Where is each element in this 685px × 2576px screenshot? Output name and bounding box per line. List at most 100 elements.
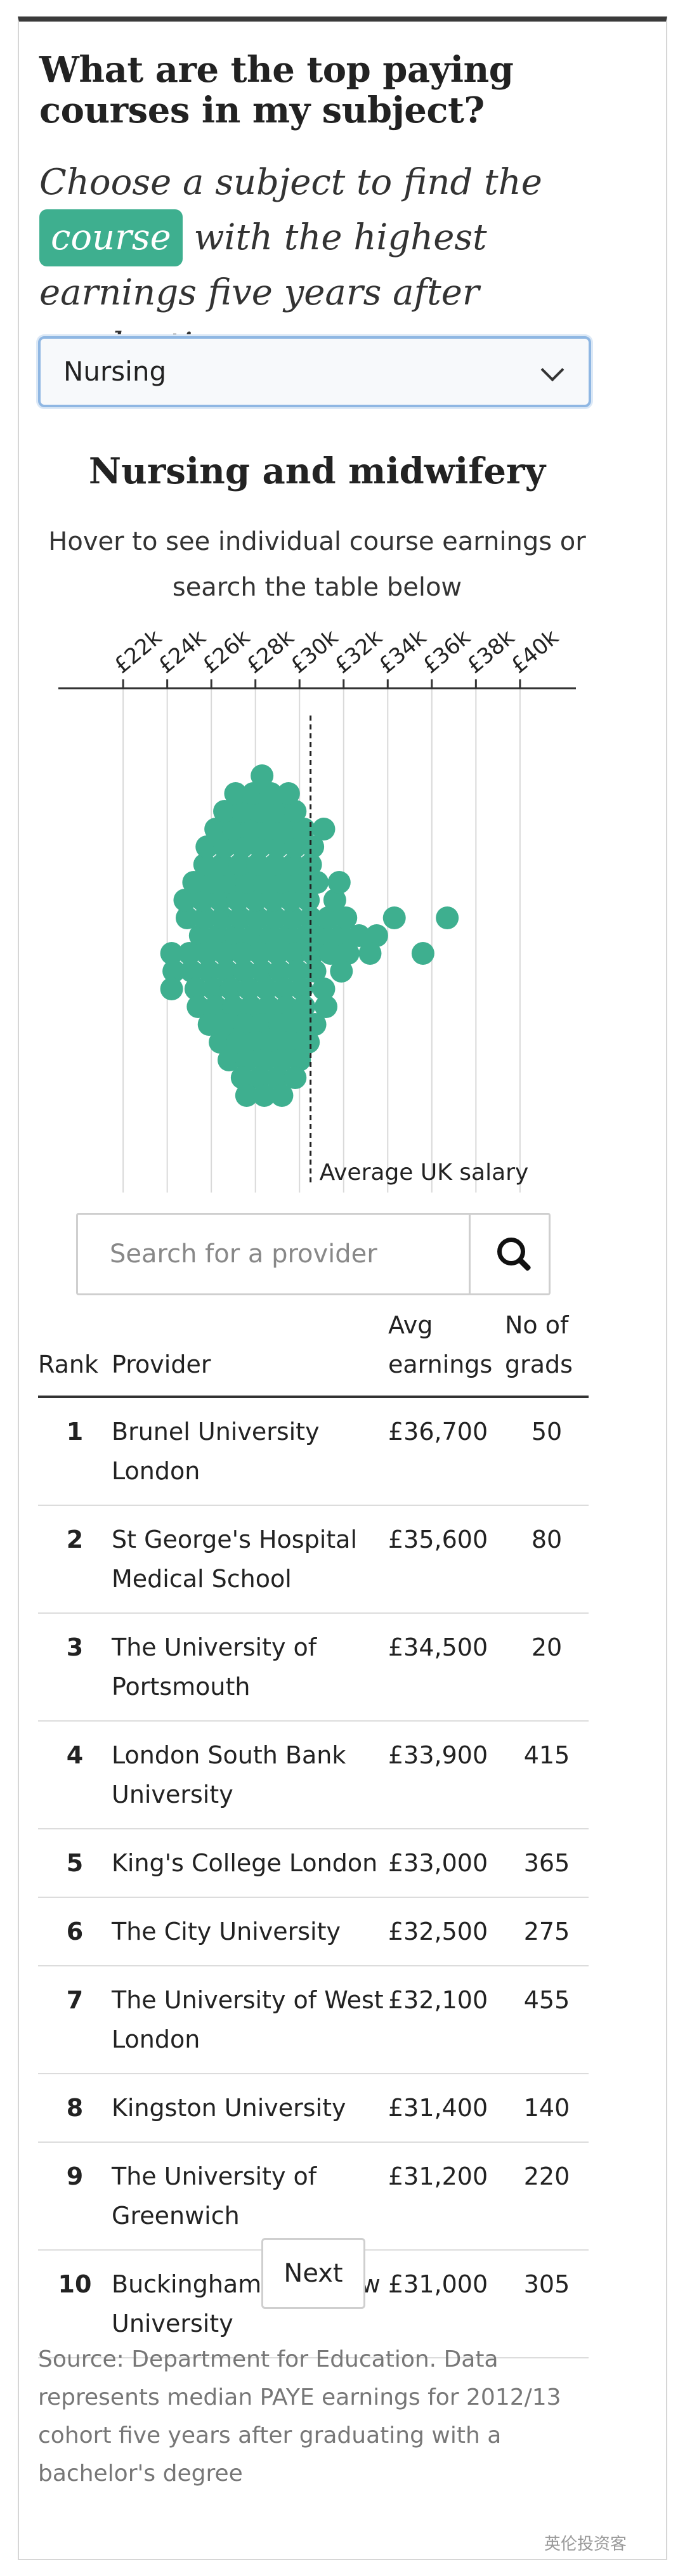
course-point[interactable] — [221, 995, 245, 1018]
course-point[interactable] — [266, 800, 289, 823]
course-point[interactable] — [252, 871, 276, 894]
course-point[interactable] — [204, 818, 228, 840]
course-point[interactable] — [235, 1084, 258, 1107]
course-point[interactable] — [193, 853, 216, 876]
course-point[interactable] — [248, 942, 271, 965]
course-point[interactable] — [299, 853, 322, 876]
course-point[interactable] — [242, 782, 265, 805]
course-point[interactable] — [279, 1031, 303, 1054]
course-point[interactable] — [284, 942, 307, 965]
course-point[interactable] — [195, 835, 219, 858]
course-point[interactable] — [261, 889, 285, 912]
course-point[interactable] — [251, 960, 274, 983]
course-point[interactable] — [218, 1049, 240, 1071]
course-point[interactable] — [318, 942, 342, 965]
course-point[interactable] — [336, 942, 360, 965]
course-point[interactable] — [242, 924, 265, 947]
course-point[interactable] — [230, 835, 254, 858]
course-point[interactable] — [270, 1049, 294, 1071]
course-point[interactable] — [301, 835, 325, 858]
course-point[interactable] — [235, 871, 258, 894]
course-point[interactable] — [209, 889, 232, 912]
course-point[interactable] — [312, 977, 336, 1000]
course-point[interactable] — [228, 906, 252, 929]
course-point[interactable] — [230, 942, 254, 965]
course-point[interactable] — [197, 1013, 221, 1036]
course-point[interactable] — [226, 1031, 249, 1054]
course-point[interactable] — [251, 1013, 274, 1036]
course-point[interactable] — [279, 889, 303, 912]
course-point[interactable] — [316, 906, 340, 929]
course-point[interactable] — [206, 924, 230, 947]
course-point[interactable] — [213, 800, 237, 823]
course-point[interactable] — [301, 942, 325, 965]
course-point[interactable] — [257, 818, 280, 840]
course-point[interactable] — [195, 942, 219, 965]
course-point[interactable] — [178, 942, 201, 965]
course-point[interactable] — [264, 853, 287, 876]
course-point[interactable] — [268, 960, 291, 983]
course-point[interactable] — [179, 960, 203, 983]
course-point[interactable] — [204, 995, 228, 1018]
course-point[interactable] — [246, 906, 270, 929]
course-point[interactable] — [248, 1066, 271, 1089]
course-point[interactable] — [211, 906, 234, 929]
course-point[interactable] — [182, 871, 206, 894]
course-point[interactable] — [261, 1031, 285, 1054]
course-point[interactable] — [218, 871, 240, 894]
course-point[interactable] — [219, 977, 243, 1000]
course-point[interactable] — [239, 995, 263, 1018]
course-point[interactable] — [348, 924, 371, 947]
course-point[interactable] — [213, 942, 237, 965]
course-point[interactable] — [294, 924, 318, 947]
course-point[interactable] — [297, 1031, 320, 1054]
course-point[interactable] — [303, 1013, 327, 1036]
course-point[interactable] — [266, 1066, 289, 1089]
course-point[interactable] — [272, 977, 296, 1000]
course-point[interactable] — [213, 835, 237, 858]
course-point[interactable] — [197, 960, 221, 983]
course-point[interactable] — [186, 995, 210, 1018]
course-point[interactable] — [281, 853, 304, 876]
course-point[interactable] — [288, 1049, 311, 1071]
course-point[interactable] — [251, 764, 274, 787]
course-point[interactable] — [224, 924, 247, 947]
course-point[interactable] — [281, 906, 304, 929]
search-input[interactable] — [78, 1215, 471, 1293]
subject-dropdown[interactable]: Nursing — [38, 336, 591, 407]
course-point[interactable] — [248, 800, 271, 823]
course-point[interactable] — [358, 942, 382, 965]
course-point[interactable] — [235, 1049, 258, 1071]
course-point[interactable] — [252, 1049, 276, 1071]
course-point[interactable] — [284, 1066, 307, 1089]
course-point[interactable] — [221, 818, 245, 840]
course-point[interactable] — [233, 1013, 256, 1036]
course-point[interactable] — [211, 853, 234, 876]
course-point[interactable] — [285, 960, 309, 983]
course-point[interactable] — [184, 977, 207, 1000]
course-point[interactable] — [255, 977, 278, 1000]
next-button[interactable]: Next — [261, 2238, 365, 2309]
course-point[interactable] — [175, 906, 199, 929]
course-point[interactable] — [200, 871, 223, 894]
course-point[interactable] — [284, 800, 307, 823]
course-point[interactable] — [160, 977, 183, 1000]
course-point[interactable] — [327, 871, 351, 894]
course-point[interactable] — [277, 924, 300, 947]
course-point[interactable] — [160, 942, 183, 965]
course-point[interactable] — [228, 853, 252, 876]
course-point[interactable] — [259, 782, 283, 805]
course-point[interactable] — [244, 889, 267, 912]
course-point[interactable] — [162, 960, 186, 983]
course-point[interactable] — [191, 889, 214, 912]
course-point[interactable] — [275, 995, 298, 1018]
course-point[interactable] — [275, 818, 298, 840]
course-point[interactable] — [239, 818, 263, 840]
course-point[interactable] — [233, 960, 256, 983]
course-point[interactable] — [382, 906, 406, 929]
course-point[interactable] — [193, 906, 216, 929]
course-point[interactable] — [290, 977, 313, 1000]
course-point[interactable] — [257, 995, 280, 1018]
course-point[interactable] — [268, 1013, 291, 1036]
course-point[interactable] — [209, 1031, 232, 1054]
